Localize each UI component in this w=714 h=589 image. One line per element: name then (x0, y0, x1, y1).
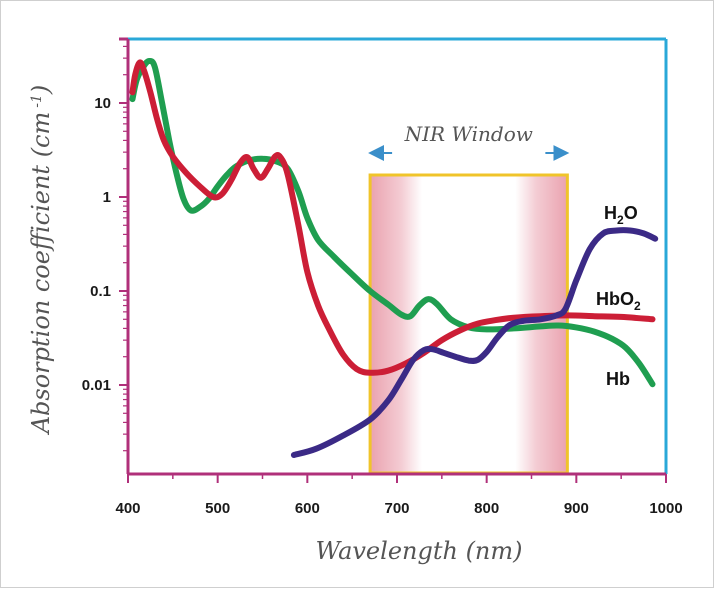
x-tick-label-800: 800 (474, 500, 499, 517)
y-tick-label-1: 1 (103, 189, 111, 206)
x-tick-label-1000: 1000 (649, 500, 682, 517)
x-tick-label-400: 400 (115, 500, 140, 517)
x-axis-title: Wavelength (nm) (315, 537, 522, 565)
series-line-hbo2 (129, 59, 656, 376)
series-label-hbo2-main: HbO (596, 289, 634, 309)
x-tick-label-900: 900 (564, 500, 589, 517)
series-label-h2o-rest: O (624, 203, 638, 223)
series-label-hb: Hb (606, 369, 630, 389)
series-label-hbo2: HbO2 (596, 289, 641, 313)
series-label-hbo2-sub: 2 (634, 299, 641, 313)
series-label-h2o: H2O (604, 203, 638, 227)
x-tick-label-600: 600 (295, 500, 320, 517)
series-label-hb-main: Hb (606, 369, 630, 389)
x-tick-label-700: 700 (384, 500, 409, 517)
nir-window-label: NIR Window (404, 122, 533, 146)
nir-band-left (370, 175, 423, 473)
y-tick-label-2: 0.1 (90, 283, 111, 300)
y-axis-title-main: Absorption coefficient (cm (27, 112, 55, 436)
y-axis-title: Absorption coefficient (cm -1) (27, 85, 55, 436)
y-axis-title-close: ) (27, 85, 55, 95)
y-axis-title-sup: -1 (29, 94, 45, 108)
series-line-h2o (290, 227, 659, 458)
y-tick-label-3: 0.01 (82, 377, 111, 394)
y-tick-label-0: 10 (94, 95, 111, 112)
series-label-h2o-sub: 2 (617, 213, 624, 227)
series-label-h2o-main: H (604, 203, 617, 223)
x-tick-label-500: 500 (205, 500, 230, 517)
series-line-hb (129, 57, 656, 388)
